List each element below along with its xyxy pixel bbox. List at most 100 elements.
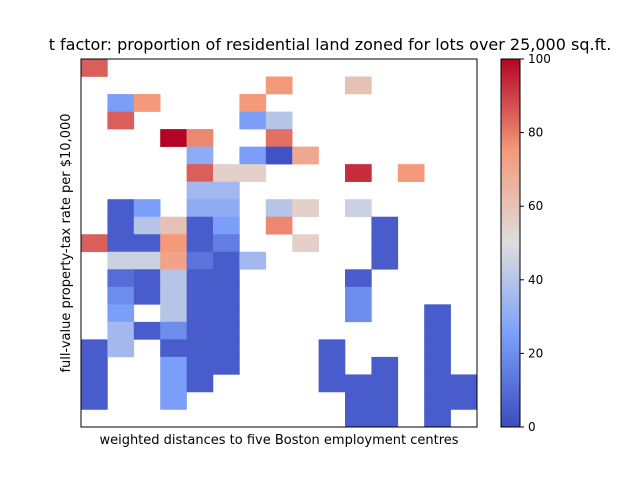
heatmap-cell <box>186 374 214 393</box>
heatmap-cell <box>107 269 135 288</box>
heatmap-cell <box>133 234 161 253</box>
chart-title: t factor: proportion of residential land… <box>49 35 612 54</box>
heatmap-cell <box>345 269 372 288</box>
heatmap-cell <box>371 356 399 375</box>
heatmap-cell <box>160 391 187 410</box>
heatmap-cell <box>186 321 214 340</box>
heatmap-cell <box>239 164 267 182</box>
heatmap-cell <box>107 251 135 270</box>
heatmap-cell <box>292 234 319 253</box>
colorbar-tick-label: 0 <box>528 420 536 434</box>
heatmap-cell <box>81 339 108 358</box>
x-axis-label: weighted distances to five Boston employ… <box>99 433 458 448</box>
heatmap-cell <box>318 339 346 358</box>
heatmap-cell <box>81 59 108 77</box>
heatmap-cell <box>265 129 293 147</box>
heatmap-cell <box>186 339 214 358</box>
heatmap-cell <box>450 391 478 410</box>
heatmap-cell <box>186 181 214 200</box>
heatmap-cell <box>186 286 214 305</box>
colorbar-tick-label: 100 <box>528 52 551 66</box>
heatmap-cell <box>292 199 319 218</box>
heatmap-cell <box>345 374 372 393</box>
heatmap-cell <box>133 199 161 218</box>
heatmap-cell <box>213 304 240 323</box>
heatmap-cell <box>424 356 451 375</box>
heatmap-cell <box>160 234 187 253</box>
heatmap-cell <box>239 146 267 165</box>
heatmap-cell <box>160 216 187 235</box>
heatmap-cell <box>318 374 346 393</box>
heatmap-cell <box>371 251 399 270</box>
heatmap-cell <box>160 304 187 323</box>
heatmap-cell <box>213 216 240 235</box>
heatmap-cell <box>186 251 214 270</box>
colorbar-tick-label: 40 <box>528 273 543 287</box>
heatmap-cell <box>424 374 451 393</box>
heatmap-cell <box>371 216 399 235</box>
heatmap-cell <box>371 409 399 428</box>
heatmap-cell <box>107 234 135 253</box>
heatmap-cell <box>107 111 135 130</box>
heatmap-cell <box>133 216 161 235</box>
heatmap-cell <box>160 321 187 340</box>
heatmap-cell <box>186 356 214 375</box>
heatmap-cell <box>424 409 451 428</box>
heatmap-cell <box>186 129 214 147</box>
heatmap-cell <box>213 251 240 270</box>
heatmap-cells <box>81 59 478 428</box>
heatmap-cell <box>186 234 214 253</box>
heatmap-cell <box>160 339 187 358</box>
heatmap-cell <box>81 391 108 410</box>
heatmap-cell <box>133 94 161 112</box>
heatmap-cell <box>345 199 372 218</box>
heatmap-cell <box>345 391 372 410</box>
heatmap-cell <box>213 164 240 182</box>
heatmap-cell <box>345 76 372 95</box>
heatmap-cell <box>160 269 187 288</box>
heatmap-cell <box>213 321 240 340</box>
heatmap-cell <box>345 164 372 182</box>
heatmap-cell <box>107 321 135 340</box>
heatmap-cell <box>160 129 187 147</box>
heatmap-cell <box>265 76 293 95</box>
heatmap-cell <box>213 181 240 200</box>
heatmap-cell <box>213 356 240 375</box>
heatmap-cell <box>265 199 293 218</box>
heatmap-cell <box>107 199 135 218</box>
heatmap-cell <box>186 216 214 235</box>
heatmap-cell <box>265 111 293 130</box>
heatmap-cell <box>345 286 372 305</box>
heatmap-cell <box>133 321 161 340</box>
heatmap-cell <box>107 339 135 358</box>
heatmap-cell <box>81 234 108 253</box>
heatmap-cell <box>186 199 214 218</box>
heatmap-cell <box>160 286 187 305</box>
y-axis-label: full-value property-tax rate per $10,000 <box>59 113 74 372</box>
heatmap-cell <box>107 304 135 323</box>
heatmap-cell <box>424 391 451 410</box>
heatmap-cell <box>107 216 135 235</box>
heatmap-cell <box>239 94 267 112</box>
heatmap-cell <box>160 374 187 393</box>
heatmap-cell <box>81 374 108 393</box>
heatmap-cell <box>186 304 214 323</box>
heatmap-cell <box>239 251 267 270</box>
heatmap-cell <box>371 374 399 393</box>
heatmap-cell <box>424 304 451 323</box>
colorbar <box>500 58 521 428</box>
colorbar-ticks: 0 20 40 60 80 100 <box>520 52 551 434</box>
heatmap-cell <box>265 216 293 235</box>
heatmap-cell <box>186 269 214 288</box>
heatmap-cell <box>81 356 108 375</box>
heatmap-cell <box>292 146 319 165</box>
heatmap-cell <box>424 339 451 358</box>
heatmap-cell <box>265 146 293 165</box>
heatmap-cell <box>133 251 161 270</box>
heatmap-cell <box>133 269 161 288</box>
heatmap-cell <box>450 374 478 393</box>
heatmap-cell <box>213 199 240 218</box>
heatmap-cell <box>371 234 399 253</box>
heatmap-cell <box>213 269 240 288</box>
